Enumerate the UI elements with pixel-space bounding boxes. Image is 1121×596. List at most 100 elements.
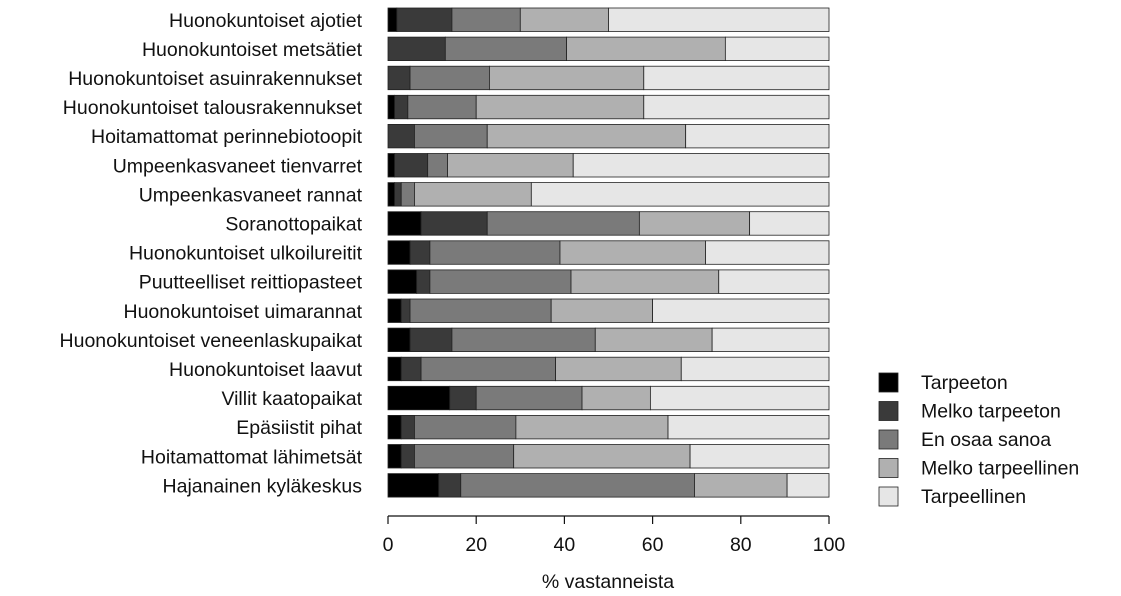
category-label: Huonokuntoiset ulkoilureitit [129, 243, 363, 265]
bar-segment-5 [643, 94, 830, 120]
bar-segment-5 [711, 327, 830, 353]
bar-segment-5 [786, 473, 830, 498]
x-tick-label: 100 [813, 534, 846, 556]
bar-segment-4 [414, 182, 532, 207]
category-labels: Huonokuntoiset ajotiet Huonokuntoiset met… [60, 10, 363, 498]
bar-segment-4 [486, 124, 687, 149]
bar-segment-3 [475, 385, 583, 411]
bar-segment-3 [414, 444, 515, 469]
bar-segment-1 [387, 153, 396, 178]
bar-segment-3 [400, 182, 415, 207]
bar-segment-2 [400, 444, 415, 469]
legend-label: Tarpeellinen [921, 486, 1026, 508]
bar-segment-3 [409, 298, 552, 323]
bar-segment-1 [387, 182, 396, 207]
bar-segment-3 [460, 473, 695, 498]
bar-segment-3 [420, 356, 556, 382]
category-label: Umpeenkasvaneet rannat [139, 184, 363, 206]
x-axis: 0 20 40 60 80 100 [383, 515, 846, 556]
bar-segment-2 [394, 94, 409, 120]
bars [387, 7, 830, 498]
x-tick-label: 60 [642, 534, 664, 556]
bar-segment-3 [451, 327, 596, 353]
bar-segment-1 [387, 211, 422, 236]
x-tick-label: 40 [554, 534, 576, 556]
bar-segment-2 [409, 240, 431, 265]
legend-label: Tarpeeton [921, 372, 1008, 394]
bar-segment-4 [475, 94, 645, 120]
bar-segment-1 [387, 298, 402, 323]
bar-segment-3 [414, 414, 517, 440]
bar-segment-4 [559, 240, 706, 265]
bar-segment-3 [444, 36, 568, 61]
bar-segment-3 [409, 65, 490, 91]
bar-segment-4 [570, 269, 720, 294]
bar-segment-4 [555, 356, 682, 382]
bar-segment-4 [515, 414, 669, 440]
bar-segment-1 [387, 240, 411, 265]
category-label: Huonokuntoiset laavut [169, 359, 363, 381]
legend-label: Melko tarpeeton [921, 401, 1061, 423]
bar-segment-4 [489, 65, 645, 91]
category-label: Villit kaatopaikat [221, 388, 362, 410]
bar-segment-1 [387, 473, 440, 498]
bar-segment-2 [400, 356, 422, 382]
x-tick-label: 0 [383, 534, 394, 556]
category-label: Epäsiistit pihat [236, 417, 362, 439]
bar-segment-5 [724, 36, 830, 61]
bar-segment-2 [396, 7, 453, 32]
category-label: Hoitamattomat lähimetsät [141, 446, 363, 468]
x-tick-label: 20 [465, 534, 487, 556]
category-label: Hajanainen kyläkeskus [163, 475, 363, 497]
bar-segment-2 [387, 124, 415, 149]
bar-segment-2 [394, 153, 429, 178]
legend-swatch [878, 429, 899, 450]
category-label: Hoitamattomat perinnebiotoopit [91, 126, 363, 148]
bar-segment-5 [649, 385, 830, 411]
bar-segment-4 [566, 36, 726, 61]
bar-segment-4 [513, 444, 691, 469]
legend: Tarpeeton Melko tarpeeton En osaa sanoa Mel… [878, 372, 1079, 508]
bar-segment-5 [667, 414, 830, 440]
x-tick-label: 80 [730, 534, 752, 556]
bar-segment-1 [387, 94, 396, 120]
bar-segment-4 [581, 385, 651, 411]
category-label: Huonokuntoiset metsätiet [142, 39, 363, 61]
bar-segment-2 [400, 414, 415, 440]
category-label: Huonokuntoiset asuinrakennukset [68, 68, 362, 90]
bar-segment-2 [387, 65, 411, 91]
bar-segment-3 [414, 124, 488, 149]
bar-segment-5 [530, 182, 830, 207]
bar-segment-2 [400, 298, 411, 323]
bar-segment-5 [705, 240, 830, 265]
bar-segment-5 [572, 153, 830, 178]
bar-segment-3 [429, 240, 561, 265]
category-label: Puutteelliset reittiopasteet [139, 272, 363, 294]
bar-segment-5 [652, 298, 830, 323]
bar-segment-2 [394, 182, 402, 207]
bar-segment-4 [638, 211, 751, 236]
legend-swatch [878, 372, 899, 393]
bar-segment-5 [689, 444, 830, 469]
bar-segment-5 [685, 124, 830, 149]
bar-segment-2 [416, 269, 431, 294]
bar-segment-1 [387, 7, 398, 32]
bar-segment-3 [407, 94, 477, 120]
legend-label: Melko tarpeellinen [921, 458, 1079, 480]
legend-swatch [878, 486, 899, 507]
bar-segment-1 [387, 414, 402, 440]
bar-segment-1 [387, 327, 411, 353]
bar-segment-2 [409, 327, 453, 353]
bar-segment-1 [387, 444, 402, 469]
bar-segment-5 [749, 211, 830, 236]
bar-segment-1 [387, 356, 402, 382]
bar-segment-1 [387, 269, 418, 294]
bar-segment-4 [694, 473, 788, 498]
category-label: Umpeenkasvaneet tienvarret [113, 155, 363, 177]
category-label: Huonokuntoiset uimarannat [124, 301, 363, 323]
category-label: Huonokuntoiset ajotiet [169, 10, 363, 32]
x-axis-title: % vastanneista [542, 571, 674, 593]
bar-segment-5 [643, 65, 830, 91]
category-label: Huonokuntoiset veneenlaskupaikat [60, 330, 363, 352]
bar-segment-4 [447, 153, 574, 178]
